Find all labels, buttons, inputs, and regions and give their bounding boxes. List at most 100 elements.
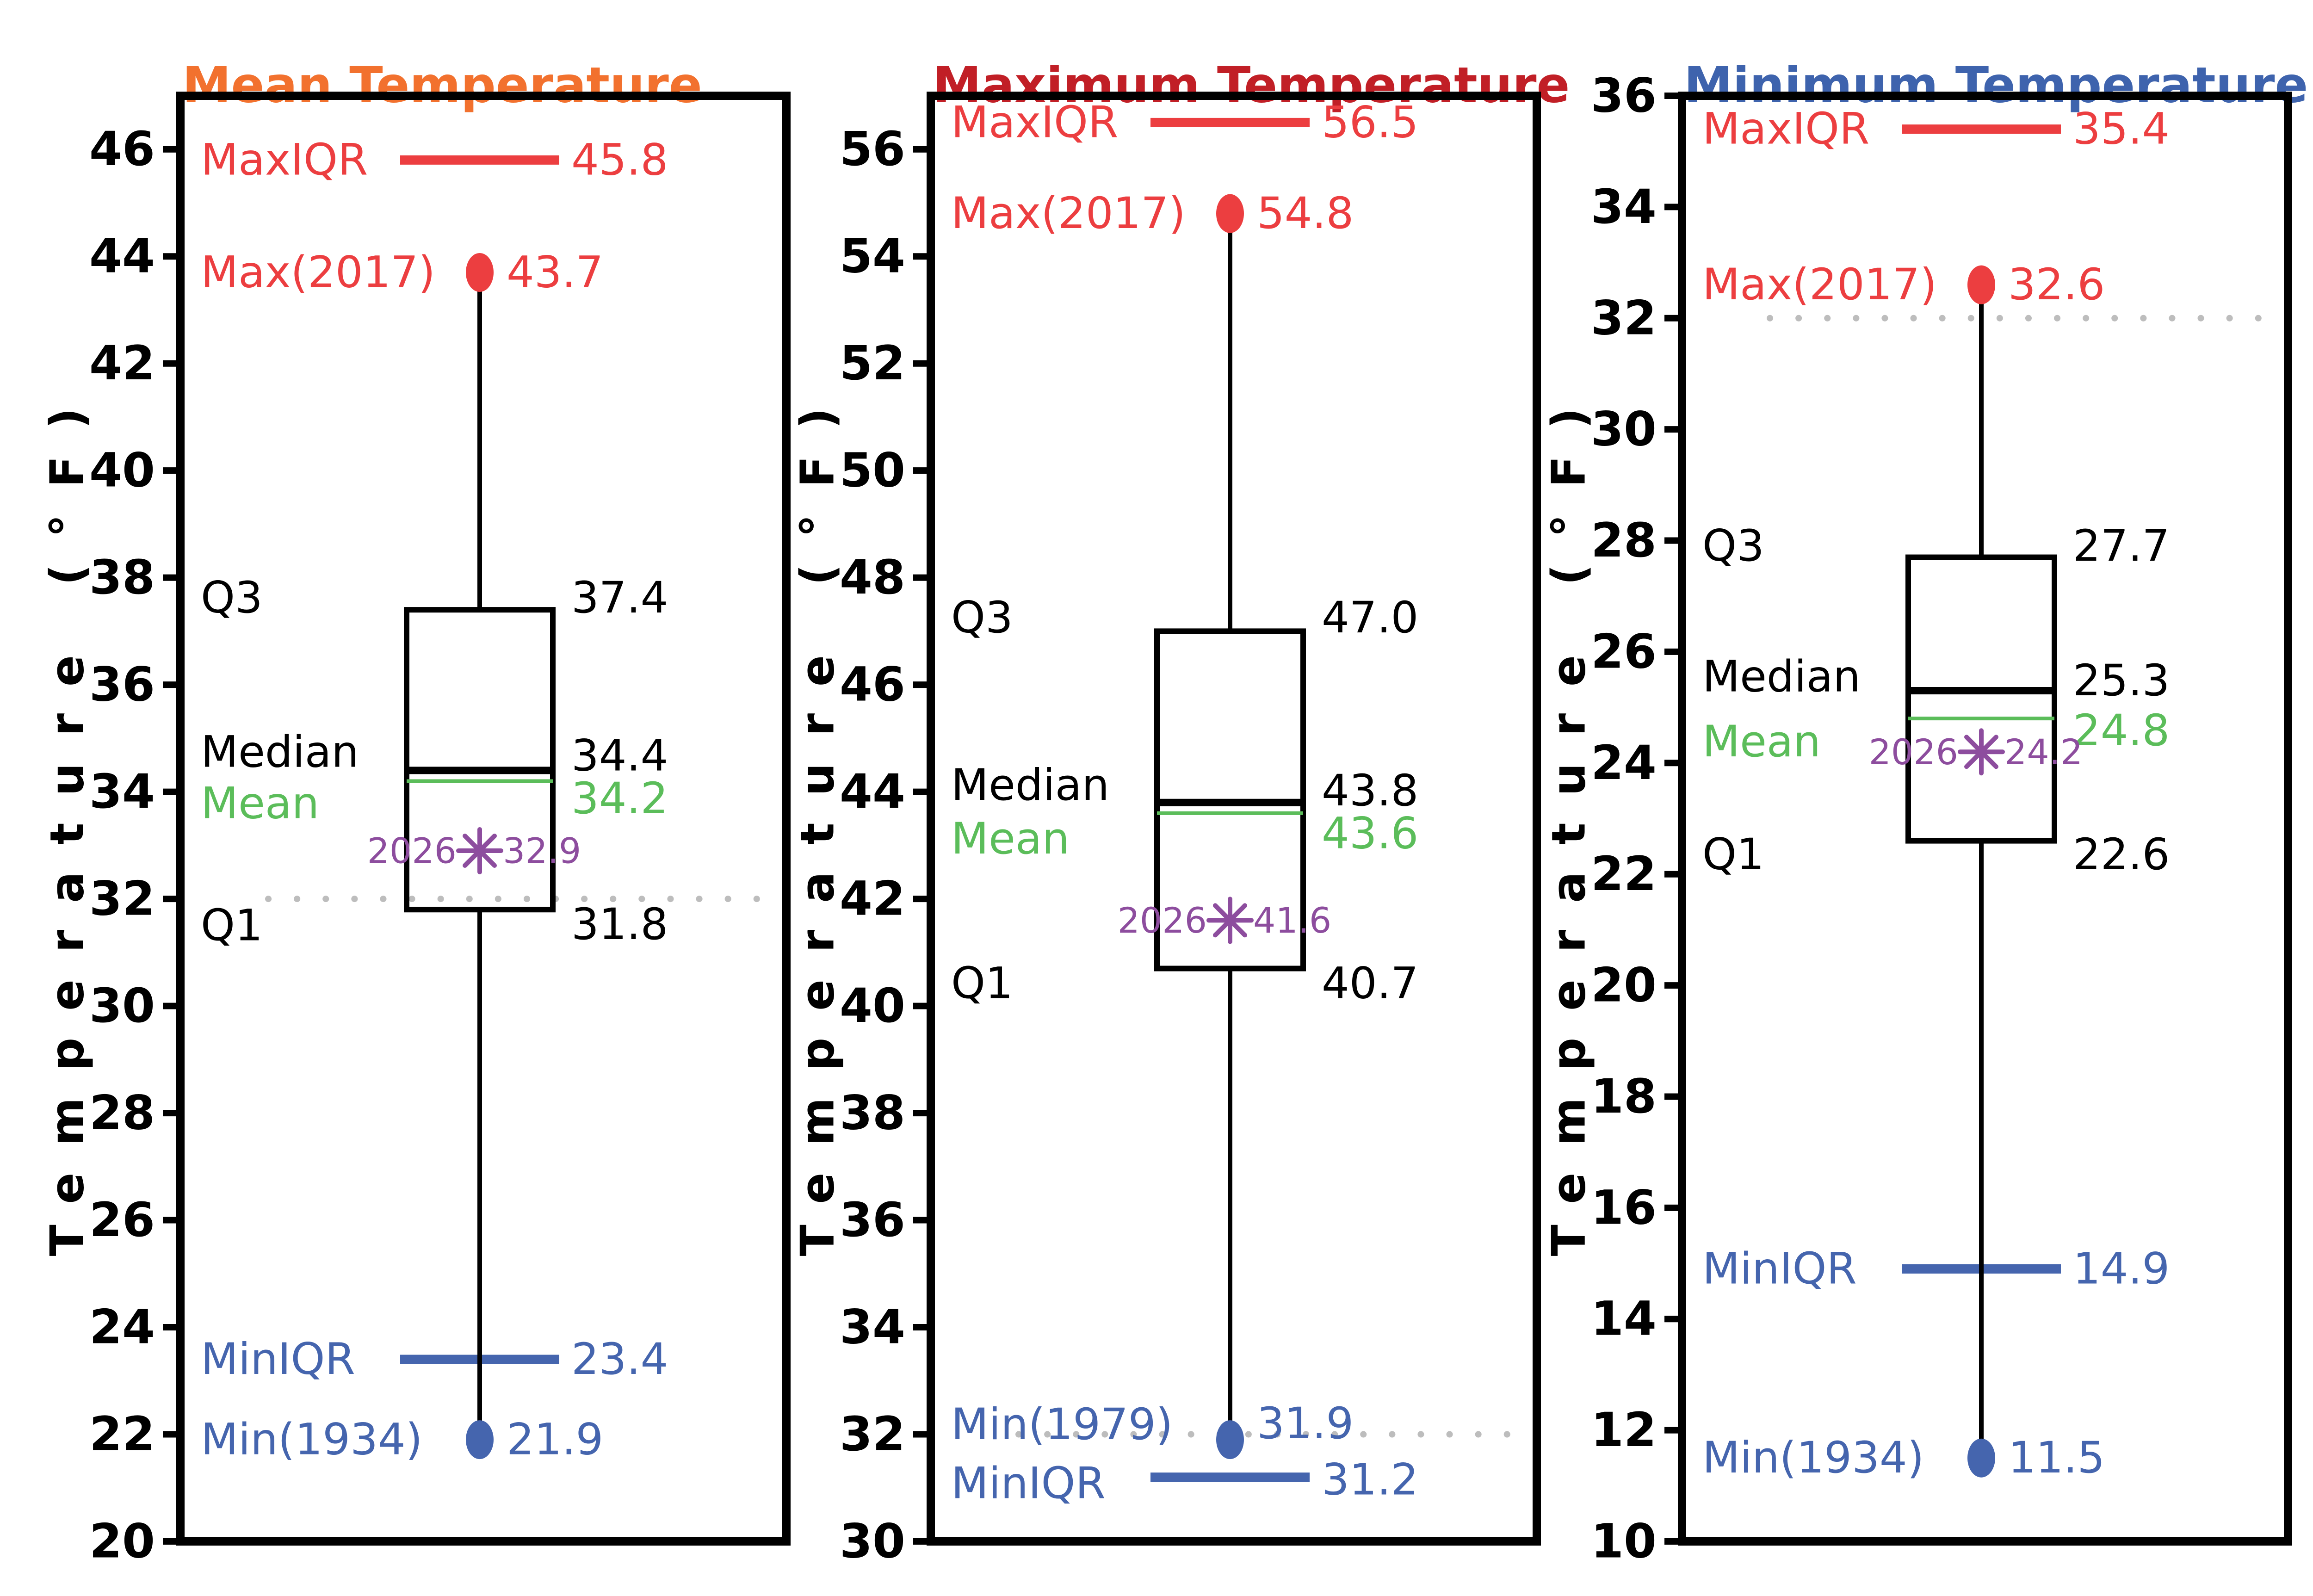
panel-title: Mean Temperature bbox=[182, 57, 702, 114]
tick-label: 40 bbox=[89, 443, 155, 498]
label-min-iqr: MinIQR bbox=[201, 1334, 355, 1385]
tick-label: 44 bbox=[89, 229, 155, 284]
label-min: Min(1979) bbox=[951, 1399, 1173, 1450]
label-current: 2026 bbox=[1869, 731, 1958, 773]
label-current: 2026 bbox=[1118, 900, 1207, 941]
panel-total-precipitation: Total PrecipitationPrecipitation (in)012… bbox=[2306, 355, 2313, 1282]
tick-label: 52 bbox=[840, 336, 905, 391]
tick-label: 22 bbox=[89, 1407, 155, 1462]
tick-label: 16 bbox=[1591, 1180, 1657, 1235]
current-year-marker-icon bbox=[1206, 897, 1254, 944]
tick-label: 42 bbox=[89, 336, 155, 391]
tick-label: 28 bbox=[1591, 513, 1657, 568]
tick-label: 42 bbox=[840, 872, 905, 927]
plot-border bbox=[176, 92, 791, 1546]
y-axis-title: Temperature (°F) bbox=[791, 381, 845, 1256]
y-axis-title: Precipitation (in) bbox=[2306, 355, 2313, 1282]
value-max-iqr: 56.5 bbox=[1322, 97, 1418, 148]
tick-label: 38 bbox=[89, 550, 155, 605]
max-dot bbox=[466, 253, 494, 292]
marker-ray bbox=[1964, 735, 1998, 769]
label-min-iqr: MinIQR bbox=[1702, 1244, 1857, 1294]
plot-border bbox=[927, 92, 1541, 1546]
label-max-iqr: MaxIQR bbox=[1702, 104, 1869, 155]
panel-maximum-temperature: Maximum Temperature Temperature (°F) 30 32 3… bbox=[791, 57, 1570, 1569]
label-max-iqr: MaxIQR bbox=[201, 135, 368, 185]
value-min-iqr: 14.9 bbox=[2073, 1244, 2170, 1294]
tick-label: 30 bbox=[1591, 402, 1657, 457]
label-q3: Q3 bbox=[1702, 521, 1764, 571]
tick-label: 46 bbox=[840, 657, 905, 712]
tick-label: 18 bbox=[1591, 1069, 1657, 1124]
tick-label: 54 bbox=[840, 229, 905, 284]
label-max: Max(2017) bbox=[201, 247, 435, 297]
label-q3: Q3 bbox=[201, 573, 263, 623]
label-q1: Q1 bbox=[201, 900, 263, 951]
panel-title: Maximum Temperature bbox=[933, 57, 1570, 114]
tick-label: 24 bbox=[1591, 736, 1657, 791]
label-q1: Q1 bbox=[951, 958, 1013, 1008]
tick-label: 30 bbox=[89, 978, 155, 1033]
tick-label: 36 bbox=[1591, 68, 1657, 124]
tick-label: 30 bbox=[840, 1514, 905, 1569]
tick-label: 34 bbox=[1591, 179, 1657, 235]
iqr-box bbox=[1905, 554, 2057, 844]
value-q3: 47.0 bbox=[1322, 593, 1418, 643]
value-current: 32.9 bbox=[503, 830, 581, 871]
value-q3: 27.7 bbox=[2073, 521, 2170, 571]
value-max: 54.8 bbox=[1257, 188, 1354, 239]
current-year-marker-icon bbox=[456, 827, 503, 874]
value-min-iqr: 31.2 bbox=[1322, 1454, 1418, 1505]
tick-label: 20 bbox=[1591, 958, 1657, 1013]
label-q1: Q1 bbox=[1702, 829, 1764, 880]
value-max: 43.7 bbox=[507, 247, 603, 297]
label-min: Min(1934) bbox=[201, 1415, 422, 1465]
panel-title: Minimum Temperature bbox=[1684, 57, 2308, 114]
tick-label: 36 bbox=[840, 1193, 905, 1248]
label-current: 2026 bbox=[367, 830, 457, 871]
value-median: 43.8 bbox=[1322, 766, 1418, 816]
tick-label: 12 bbox=[1591, 1403, 1657, 1458]
marker-ray bbox=[463, 833, 497, 868]
plot-border bbox=[1678, 92, 2292, 1546]
value-current: 41.6 bbox=[1253, 900, 1331, 941]
label-max-iqr: MaxIQR bbox=[951, 97, 1118, 148]
tick-label: 24 bbox=[89, 1300, 155, 1355]
current-year-marker-icon bbox=[1958, 728, 2005, 776]
tick-label: 36 bbox=[89, 657, 155, 712]
tick-label: 32 bbox=[89, 872, 155, 927]
tick-label: 32 bbox=[1591, 291, 1657, 346]
tick-label: 38 bbox=[840, 1086, 905, 1141]
tick-label: 26 bbox=[89, 1193, 155, 1248]
tick-label: 22 bbox=[1591, 847, 1657, 902]
min-dot bbox=[466, 1420, 494, 1460]
value-q3: 37.4 bbox=[571, 573, 668, 623]
min-dot bbox=[1967, 1438, 1995, 1478]
y-axis-title: Temperature (°F) bbox=[40, 381, 94, 1256]
value-q1: 31.8 bbox=[571, 899, 668, 950]
panel-mean-temperature: Mean Temperature Temperature (°F) 20 22 24 26… bbox=[40, 57, 791, 1569]
value-mean: 43.6 bbox=[1322, 808, 1418, 859]
value-median: 25.3 bbox=[2073, 656, 2170, 706]
tick-label: 40 bbox=[840, 978, 905, 1033]
label-min-iqr: MinIQR bbox=[951, 1459, 1106, 1509]
tick-label: 34 bbox=[89, 764, 155, 819]
max-dot bbox=[1216, 194, 1244, 233]
value-q1: 22.6 bbox=[2073, 829, 2170, 880]
tick-label: 56 bbox=[840, 122, 905, 177]
tick-label: 44 bbox=[840, 764, 905, 819]
tick-label: 28 bbox=[89, 1086, 155, 1141]
value-min-iqr: 23.4 bbox=[571, 1334, 668, 1385]
value-max-iqr: 45.8 bbox=[571, 135, 668, 185]
value-current: 24.2 bbox=[2004, 731, 2083, 773]
value-min: 11.5 bbox=[2008, 1433, 2105, 1483]
iqr-box bbox=[404, 607, 556, 913]
label-max: Max(2017) bbox=[1702, 260, 1937, 310]
tick-label: 20 bbox=[89, 1514, 155, 1569]
tick-label: 10 bbox=[1591, 1514, 1657, 1569]
value-max: 32.6 bbox=[2008, 260, 2105, 310]
y-axis-title: Temperature (°F) bbox=[1542, 381, 1596, 1256]
tick-label: 32 bbox=[840, 1407, 905, 1462]
